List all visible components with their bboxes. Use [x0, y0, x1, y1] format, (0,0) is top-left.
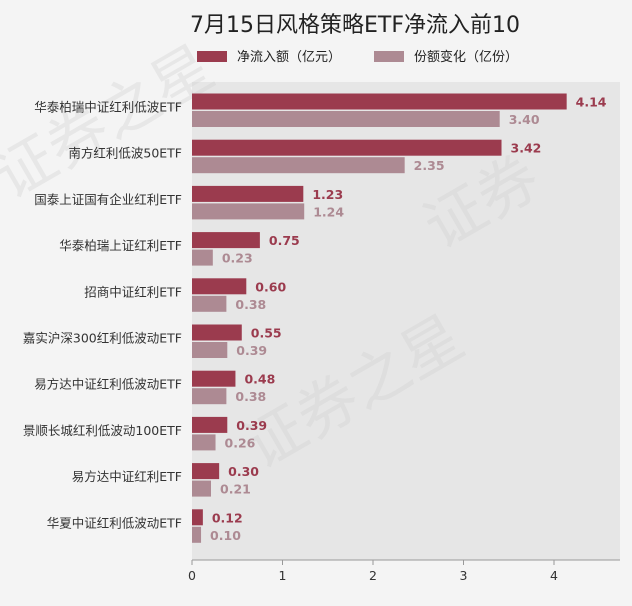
- bar-share-change: [192, 157, 405, 174]
- legend-item-inflow: 净流入额（亿元）: [197, 50, 341, 65]
- x-tick-label: 2: [369, 568, 377, 583]
- bar-share-change: [192, 342, 228, 358]
- bar-share-change: [192, 434, 216, 451]
- bar-inflow: [192, 185, 304, 202]
- data-label-inflow: 0.39: [236, 418, 267, 433]
- data-label-share-change: 0.23: [222, 251, 253, 266]
- data-label-inflow: 0.48: [244, 372, 275, 387]
- bar-inflow: [192, 370, 236, 387]
- legend-label-inflow: 净流入额（亿元）: [237, 50, 341, 65]
- bar-share-change: [192, 203, 305, 220]
- legend-swatch-share-change: [374, 51, 404, 62]
- category-labels: 华泰柏瑞中证红利低波ETF 南方红利低波50ETF 国泰上证国有企业红利ETF 华泰柏…: [23, 100, 182, 531]
- bar-inflow: [192, 232, 260, 249]
- bar-inflow: [192, 278, 247, 295]
- data-label-inflow: 3.42: [511, 141, 542, 156]
- chart-title: 7月15日风格策略ETF净流入前10: [190, 13, 520, 38]
- category-label: 国泰上证国有企业红利ETF: [34, 192, 182, 207]
- bar-share-change: [192, 111, 500, 127]
- x-tick-label: 3: [460, 568, 468, 583]
- bar-inflow: [192, 463, 220, 480]
- category-label: 景顺长城红利低波动100ETF: [23, 423, 182, 438]
- bar-share-change: [192, 480, 212, 497]
- bar-share-change: [192, 388, 227, 405]
- bars-layer: 4.14 3.40 3.42 2.35 1.23 1.24 0.75 0.230.60 0.38…: [192, 93, 607, 543]
- data-label-share-change: 1.24: [313, 204, 344, 219]
- data-label-inflow: 0.12: [212, 510, 243, 525]
- category-label: 南方红利低波50ETF: [68, 146, 182, 161]
- category-label: 华夏中证红利低波动ETF: [47, 515, 182, 530]
- data-label-inflow: 0.55: [251, 326, 282, 341]
- bar-share-change: [192, 526, 202, 543]
- x-tick-label: 1: [279, 568, 287, 583]
- category-label: 嘉实沪深300红利低波动ETF: [23, 331, 182, 346]
- data-label-inflow: 1.23: [312, 187, 343, 202]
- category-label: 易方达中证红利低波动ETF: [34, 377, 182, 392]
- x-tick-label: 4: [550, 568, 558, 583]
- data-label-share-change: 0.38: [235, 297, 266, 312]
- bar-inflow: [192, 139, 502, 156]
- category-label: 华泰柏瑞中证红利低波ETF: [34, 100, 182, 115]
- data-label-share-change: 2.35: [414, 158, 445, 173]
- x-tick-label: 0: [188, 568, 196, 583]
- data-label-share-change: 0.39: [236, 343, 267, 358]
- legend-label-share-change: 份额变化（亿份）: [414, 49, 518, 65]
- category-label: 华泰柏瑞上证红利ETF: [59, 238, 182, 253]
- bar-share-change: [192, 295, 227, 312]
- category-label: 易方达中证红利ETF: [72, 469, 182, 484]
- data-label-share-change: 0.10: [210, 528, 241, 543]
- bar-inflow: [192, 416, 228, 433]
- bar-inflow: [192, 509, 203, 526]
- legend-swatch-inflow: [197, 51, 227, 62]
- bar-inflow: [192, 93, 567, 110]
- data-label-share-change: 0.38: [235, 389, 266, 404]
- x-axis: 0 1 2 3 4: [188, 559, 620, 583]
- data-label-inflow: 0.60: [255, 279, 286, 294]
- legend: 净流入额（亿元） 份额变化（亿份）: [197, 49, 518, 65]
- data-label-inflow: 4.14: [576, 95, 607, 110]
- data-label-share-change: 0.26: [225, 435, 256, 450]
- bar-inflow: [192, 324, 242, 341]
- data-label-inflow: 0.75: [269, 233, 300, 248]
- data-label-share-change: 3.40: [509, 112, 540, 127]
- category-label: 招商中证红利ETF: [84, 284, 182, 299]
- svg-text:证券之星: 证券之星: [0, 32, 225, 213]
- bar-share-change: [192, 249, 213, 266]
- legend-item-share-change: 份额变化（亿份）: [374, 49, 518, 65]
- data-label-inflow: 0.30: [228, 464, 259, 479]
- data-label-share-change: 0.21: [220, 482, 251, 497]
